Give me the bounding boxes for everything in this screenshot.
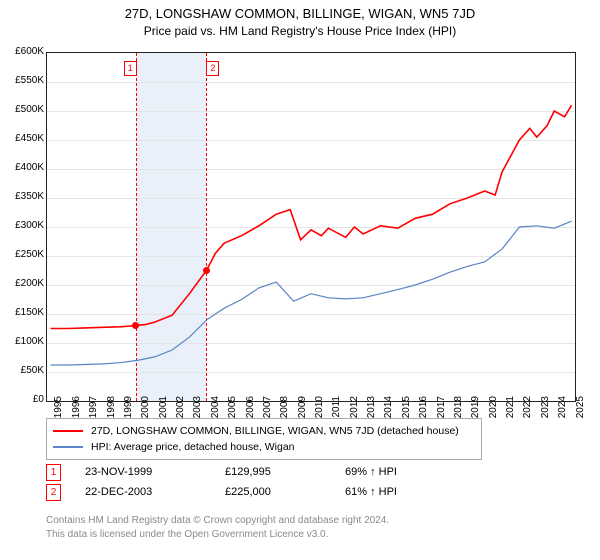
- chart-lines: [47, 53, 575, 401]
- event-marker-icon: 2: [46, 484, 61, 501]
- events-list: 1 23-NOV-1999£129,99569% ↑ HPI 2 22-DEC-200…: [46, 462, 445, 502]
- x-tick-label: 2015: [401, 396, 412, 436]
- x-tick-label: 2012: [349, 396, 360, 436]
- x-tick-label: 2013: [366, 396, 377, 436]
- x-tick-label: 2024: [557, 396, 568, 436]
- x-tick-label: 1998: [106, 396, 117, 436]
- x-tick-label: 2005: [227, 396, 238, 436]
- x-tick-label: 2011: [331, 396, 342, 436]
- x-tick-label: 2006: [245, 396, 256, 436]
- x-tick-label: 2016: [418, 396, 429, 436]
- x-tick-label: 2021: [505, 396, 516, 436]
- legend-row: HPI: Average price, detached house, Wiga…: [53, 439, 475, 455]
- legend-swatch-blue: [53, 446, 83, 448]
- series-line: [51, 221, 572, 365]
- y-tick-label: £350K: [2, 191, 44, 202]
- x-tick-label: 2023: [540, 396, 551, 436]
- x-tick-label: 2022: [522, 396, 533, 436]
- y-tick-label: £150K: [2, 307, 44, 318]
- y-tick-label: £400K: [2, 162, 44, 173]
- x-tick-label: 2019: [470, 396, 481, 436]
- x-tick-label: 1999: [123, 396, 134, 436]
- x-tick-label: 2018: [453, 396, 464, 436]
- event-price: £129,995: [225, 466, 345, 478]
- price-point: [203, 267, 210, 274]
- y-tick-label: £200K: [2, 278, 44, 289]
- event-row: 1 23-NOV-1999£129,99569% ↑ HPI: [46, 462, 445, 482]
- x-tick-label: 2014: [383, 396, 394, 436]
- x-tick-label: 2003: [192, 396, 203, 436]
- x-tick-label: 2009: [297, 396, 308, 436]
- footer-line: Contains HM Land Registry data © Crown c…: [46, 514, 389, 528]
- x-tick-label: 2020: [488, 396, 499, 436]
- x-tick-label: 2008: [279, 396, 290, 436]
- y-tick-label: £250K: [2, 249, 44, 260]
- x-tick-label: 2017: [436, 396, 447, 436]
- footer: Contains HM Land Registry data © Crown c…: [46, 514, 389, 541]
- event-row: 2 22-DEC-2003£225,00061% ↑ HPI: [46, 482, 445, 502]
- x-tick-label: 2007: [262, 396, 273, 436]
- x-tick-label: 2010: [314, 396, 325, 436]
- event-hpi: 61% ↑ HPI: [345, 486, 445, 498]
- y-tick-label: £500K: [2, 104, 44, 115]
- x-tick-label: 2002: [175, 396, 186, 436]
- x-tick-label: 2000: [140, 396, 151, 436]
- x-tick-label: 2001: [158, 396, 169, 436]
- y-tick-label: £50K: [2, 365, 44, 376]
- x-tick-label: 1997: [88, 396, 99, 436]
- footer-line: This data is licensed under the Open Gov…: [46, 528, 389, 542]
- y-tick-label: £100K: [2, 336, 44, 347]
- x-tick-label: 2004: [210, 396, 221, 436]
- y-tick-label: £300K: [2, 220, 44, 231]
- event-date: 23-NOV-1999: [85, 466, 225, 478]
- y-tick-label: £450K: [2, 133, 44, 144]
- price-chart: 12: [46, 52, 576, 402]
- y-tick-label: £0: [2, 394, 44, 405]
- y-tick-label: £600K: [2, 46, 44, 57]
- series-line: [51, 105, 572, 328]
- legend-label: HPI: Average price, detached house, Wiga…: [91, 441, 295, 453]
- event-hpi: 69% ↑ HPI: [345, 466, 445, 478]
- event-date: 22-DEC-2003: [85, 486, 225, 498]
- event-price: £225,000: [225, 486, 345, 498]
- page-subtitle: Price paid vs. HM Land Registry's House …: [0, 21, 600, 38]
- page-title: 27D, LONGSHAW COMMON, BILLINGE, WIGAN, W…: [0, 0, 600, 21]
- event-marker-icon: 1: [46, 464, 61, 481]
- x-tick-label: 1995: [53, 396, 64, 436]
- x-tick-label: 1996: [71, 396, 82, 436]
- x-tick-label: 2025: [575, 396, 586, 436]
- y-tick-label: £550K: [2, 75, 44, 86]
